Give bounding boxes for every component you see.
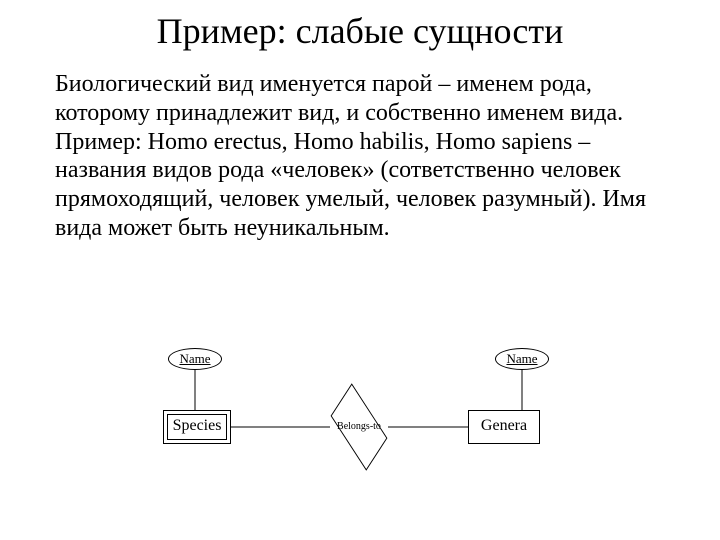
entity-species: Species [163, 410, 231, 444]
attribute-species-name: Name [168, 348, 222, 370]
slide: Пример: слабые сущности Биологический ви… [0, 0, 720, 540]
attribute-label: Name [506, 351, 537, 366]
relationship-label: Belongs-to [320, 407, 398, 447]
attribute-label: Name [179, 351, 210, 366]
entity-genera: Genera [468, 410, 540, 444]
er-diagram: Name Name Species Genera Belongs-to [0, 0, 720, 540]
entity-label: Species [173, 411, 222, 435]
entity-label: Genera [481, 411, 527, 435]
attribute-genera-name: Name [495, 348, 549, 370]
relationship-belongs-to: Belongs-to [320, 407, 398, 447]
